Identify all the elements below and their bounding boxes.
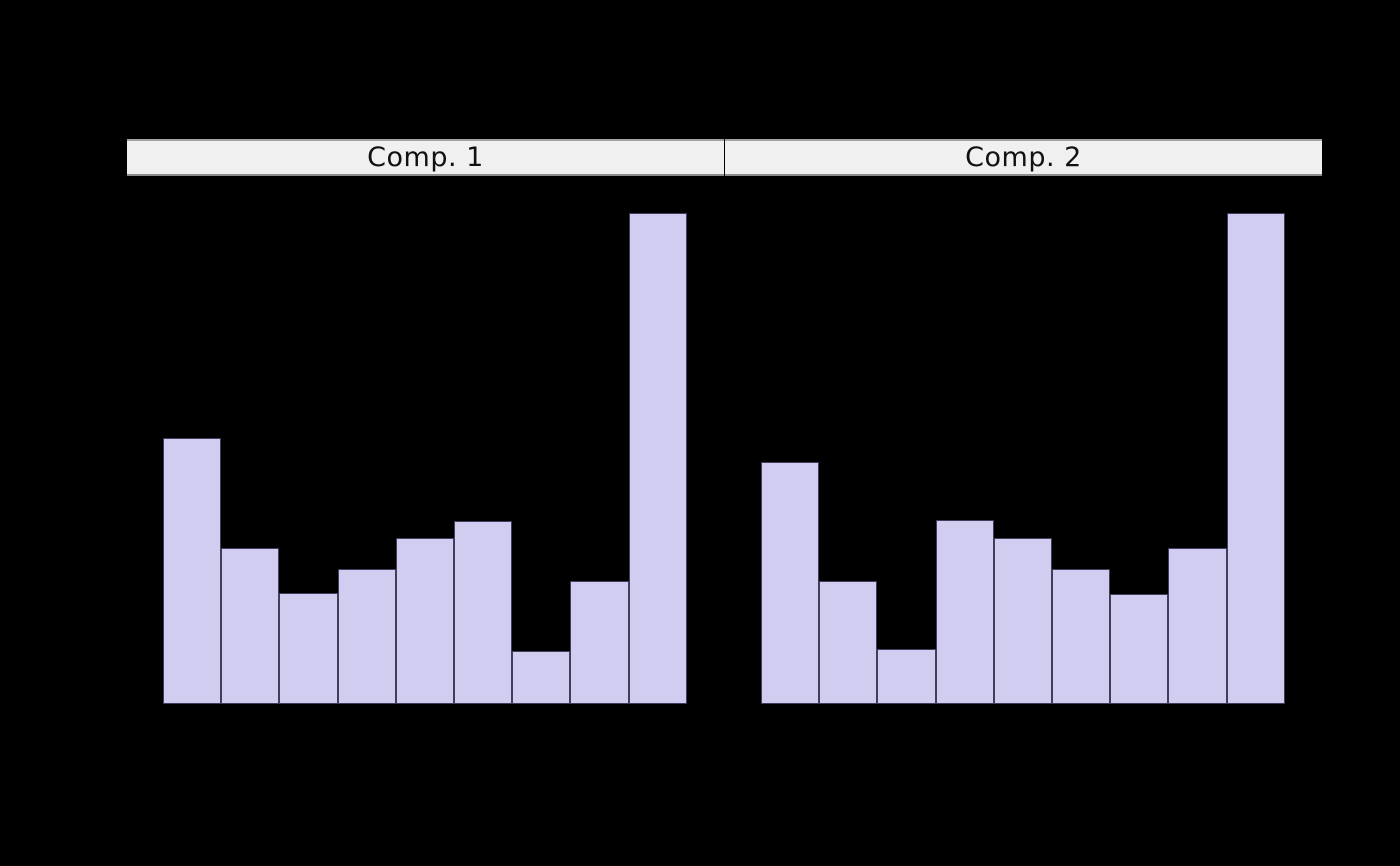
histogram-bar xyxy=(1226,213,1285,704)
facet-strip-label-comp-1: Comp. 1 xyxy=(367,142,484,173)
facet-strip-label-comp-2: Comp. 2 xyxy=(965,142,1082,173)
histogram-bar xyxy=(163,438,222,704)
facet-panel-comp-2 xyxy=(725,176,1322,704)
histogram-bar xyxy=(395,538,454,704)
facet-strip-comp-1: Comp. 1 xyxy=(127,139,724,176)
histogram-bar xyxy=(512,651,571,704)
histogram-bar xyxy=(877,649,936,704)
histogram-bar xyxy=(628,213,687,704)
histogram-bar xyxy=(221,548,280,704)
histogram-bar xyxy=(1110,594,1169,704)
histogram-bar xyxy=(819,581,878,704)
histogram-bar xyxy=(1168,548,1227,704)
histogram-bar xyxy=(1052,569,1111,704)
histogram-bar xyxy=(454,521,513,704)
histogram-bar xyxy=(570,581,629,704)
histogram-bar xyxy=(337,569,396,704)
histogram-bar xyxy=(993,538,1052,704)
histogram-bar xyxy=(761,462,820,704)
histogram-bar xyxy=(279,593,338,704)
facet-panel-comp-1 xyxy=(127,176,724,704)
facet-strip-comp-2: Comp. 2 xyxy=(725,139,1322,176)
histogram-bar xyxy=(935,520,994,704)
